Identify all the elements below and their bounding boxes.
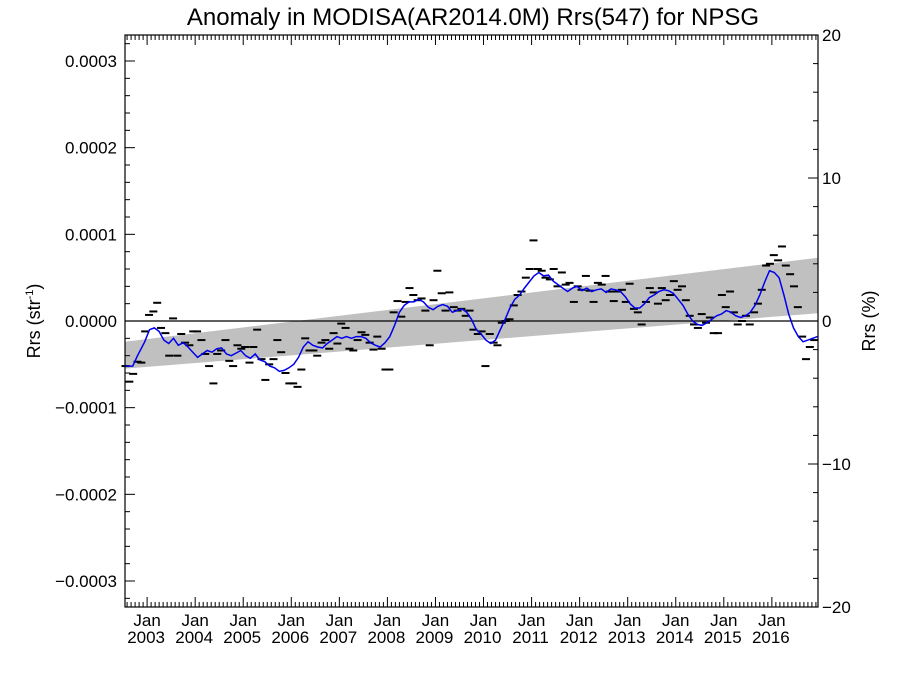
x-tick-month: Jan bbox=[662, 611, 689, 630]
x-tick-year: 2009 bbox=[416, 628, 454, 647]
right-tick-label: 0 bbox=[822, 312, 831, 331]
x-tick-month: Jan bbox=[758, 611, 785, 630]
right-y-axis: 20 10 0 −10 −20 bbox=[808, 26, 851, 617]
x-tick-year: 2011 bbox=[512, 628, 549, 647]
x-tick-month: Jan bbox=[518, 611, 545, 630]
x-tick-month: Jan bbox=[374, 611, 401, 630]
x-tick-month: Jan bbox=[133, 611, 160, 630]
left-tick-label: 0.0001 bbox=[65, 225, 117, 244]
x-tick-month: Jan bbox=[230, 611, 257, 630]
x-tick-year: 2013 bbox=[608, 628, 646, 647]
x-tick-year: 2003 bbox=[127, 628, 165, 647]
right-tick-label: 20 bbox=[822, 26, 841, 45]
x-tick-year: 2007 bbox=[319, 628, 357, 647]
x-tick-year: 2014 bbox=[656, 628, 694, 647]
chart-title: Anomaly in MODISA(AR2014.0M) Rrs(547) fo… bbox=[187, 4, 759, 31]
x-tick-year: 2010 bbox=[464, 628, 502, 647]
left-tick-label: 0.0002 bbox=[65, 139, 117, 158]
monthly-markers bbox=[121, 239, 819, 388]
left-tick-label: 0.0000 bbox=[65, 312, 117, 331]
right-tick-label: 10 bbox=[822, 169, 841, 188]
x-tick-year: 2005 bbox=[223, 628, 261, 647]
x-tick-month: Jan bbox=[566, 611, 593, 630]
x-tick-month: Jan bbox=[326, 611, 353, 630]
right-tick-label: −10 bbox=[822, 455, 851, 474]
x-axis: Jan2003Jan2004Jan2005Jan2006Jan2007Jan20… bbox=[126, 35, 817, 647]
x-tick-year: 2016 bbox=[752, 628, 790, 647]
x-tick-year: 2012 bbox=[560, 628, 598, 647]
right-tick-label: −20 bbox=[822, 598, 851, 617]
x-tick-year: 2006 bbox=[271, 628, 309, 647]
x-tick-month: Jan bbox=[614, 611, 641, 630]
x-tick-year: 2015 bbox=[704, 628, 742, 647]
y-axis-label-close: ) bbox=[24, 284, 44, 290]
trend-band-layer bbox=[125, 257, 818, 369]
x-tick-month: Jan bbox=[278, 611, 305, 630]
y-axis-label-exponent: -1 bbox=[24, 290, 36, 300]
left-tick-label: 0.0003 bbox=[65, 52, 117, 71]
trend-band bbox=[125, 257, 818, 369]
left-tick-label: −0.0001 bbox=[55, 399, 117, 418]
x-tick-month: Jan bbox=[710, 611, 737, 630]
x-tick-month: Jan bbox=[422, 611, 449, 630]
x-tick-month: Jan bbox=[181, 611, 208, 630]
left-tick-label: −0.0003 bbox=[55, 572, 117, 591]
left-tick-label: −0.0002 bbox=[55, 485, 117, 504]
y-axis-label-main: Rrs (str bbox=[24, 299, 44, 358]
left-y-axis: 0.0003 0.0002 0.0001 0.0000 −0.0001 −0.0002 −0… bbox=[55, 43, 135, 599]
x-tick-month: Jan bbox=[470, 611, 497, 630]
x-tick-year: 2008 bbox=[367, 628, 405, 647]
y-axis-label: Rrs (str-1) bbox=[24, 284, 44, 359]
smoothed-anomaly-line bbox=[125, 269, 818, 373]
y2-axis-label: Rrs (%) bbox=[859, 291, 879, 352]
x-tick-year: 2004 bbox=[175, 628, 213, 647]
